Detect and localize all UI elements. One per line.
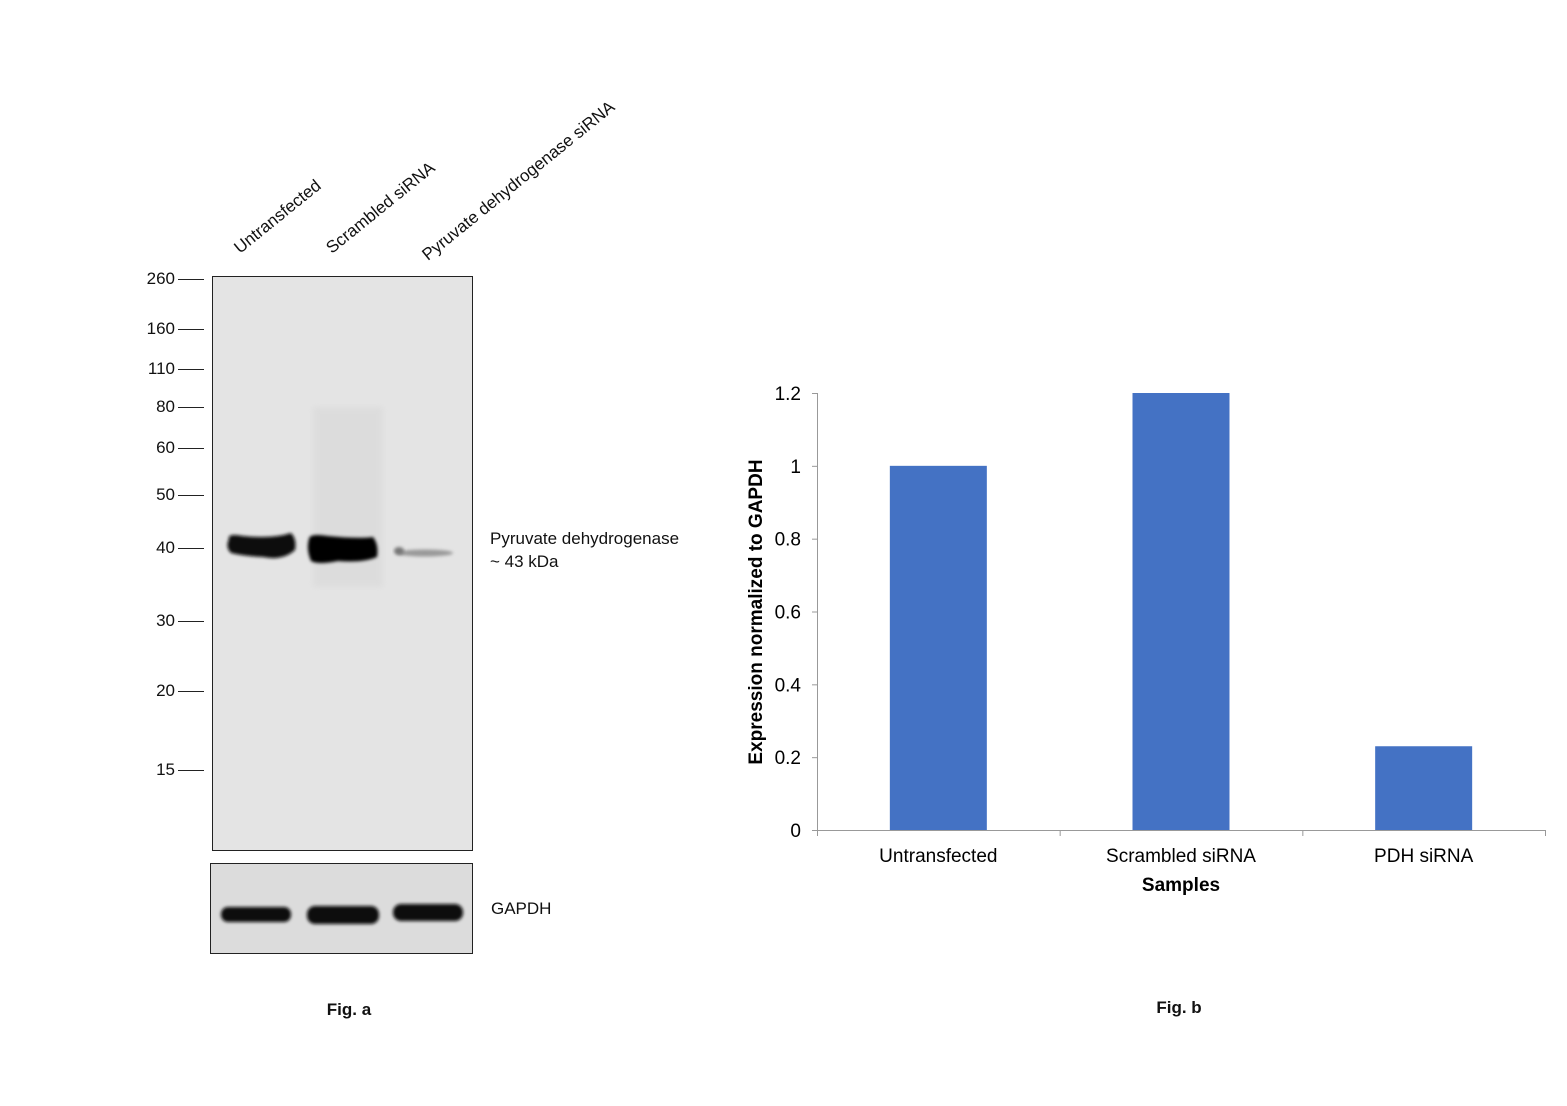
- fig-a-caption: Fig. a: [326, 1000, 372, 1019]
- marker-tick-80: [178, 407, 204, 408]
- bar-pdh-sirna: [1375, 746, 1473, 830]
- gapdh-band-untransfected: [221, 907, 291, 922]
- marker-label-50: 50: [156, 485, 175, 504]
- target-label: Pyruvate dehydrogenase ~ 43 kDa: [490, 527, 679, 573]
- marker-label-260: 260: [146, 269, 175, 288]
- marker-label-160: 160: [146, 319, 175, 338]
- target-size: ~ 43 kDa: [490, 552, 559, 571]
- x-axis-title: Samples: [1142, 875, 1220, 896]
- fig-b-caption: Fig. b: [1156, 998, 1202, 1017]
- western-blot-main: [212, 276, 473, 851]
- y-tick-label: 0.8: [775, 530, 801, 551]
- marker-label-15: 15: [156, 760, 175, 779]
- target-name: Pyruvate dehydrogenase: [490, 529, 680, 548]
- marker-tick-50: [178, 495, 204, 496]
- loading-control-label: GAPDH: [491, 899, 552, 918]
- y-axis-title: Expression normalized to GAPDH: [746, 459, 767, 764]
- marker-tick-160: [178, 329, 204, 330]
- y-tick-label: 0.2: [775, 748, 801, 769]
- marker-label-20: 20: [156, 681, 175, 700]
- gapdh-band-scrambled: [307, 906, 379, 924]
- marker-label-110: 110: [147, 359, 175, 378]
- marker-tick-110: [178, 369, 204, 370]
- band-untransfected: [227, 533, 296, 559]
- x-tick-label: Untransfected: [879, 846, 997, 867]
- y-tick-label: 1.2: [775, 384, 801, 405]
- marker-label-40: 40: [156, 538, 175, 557]
- y-tick-label: 0.6: [775, 603, 801, 624]
- bar-untransfected: [889, 465, 987, 830]
- marker-label-80: 80: [156, 397, 175, 416]
- marker-tick-60: [178, 448, 204, 449]
- band-pdh-sirna: [397, 549, 453, 557]
- band-scrambled: [307, 535, 378, 563]
- y-tick-label: 1: [790, 457, 801, 478]
- marker-tick-20: [178, 691, 204, 692]
- blot-bands: [227, 407, 453, 587]
- band-pdh-sirna-edge: [394, 547, 404, 555]
- marker-label-30: 30: [156, 611, 175, 630]
- marker-tick-260: [178, 279, 204, 280]
- marker-tick-30: [178, 621, 204, 622]
- western-blot-gapdh: [210, 863, 473, 954]
- marker-label-60: 60: [156, 438, 175, 457]
- y-tick-label: 0.4: [775, 675, 802, 696]
- gapdh-band-pdh-sirna: [393, 904, 463, 921]
- y-tick-label: 0: [790, 821, 801, 842]
- x-tick-label: Scrambled siRNA: [1106, 846, 1256, 867]
- bar-scrambled-sirna: [1132, 393, 1230, 830]
- marker-tick-40: [178, 548, 204, 549]
- marker-tick-15: [178, 770, 204, 771]
- gapdh-bands: [221, 904, 463, 924]
- x-tick-label: PDH siRNA: [1374, 846, 1474, 867]
